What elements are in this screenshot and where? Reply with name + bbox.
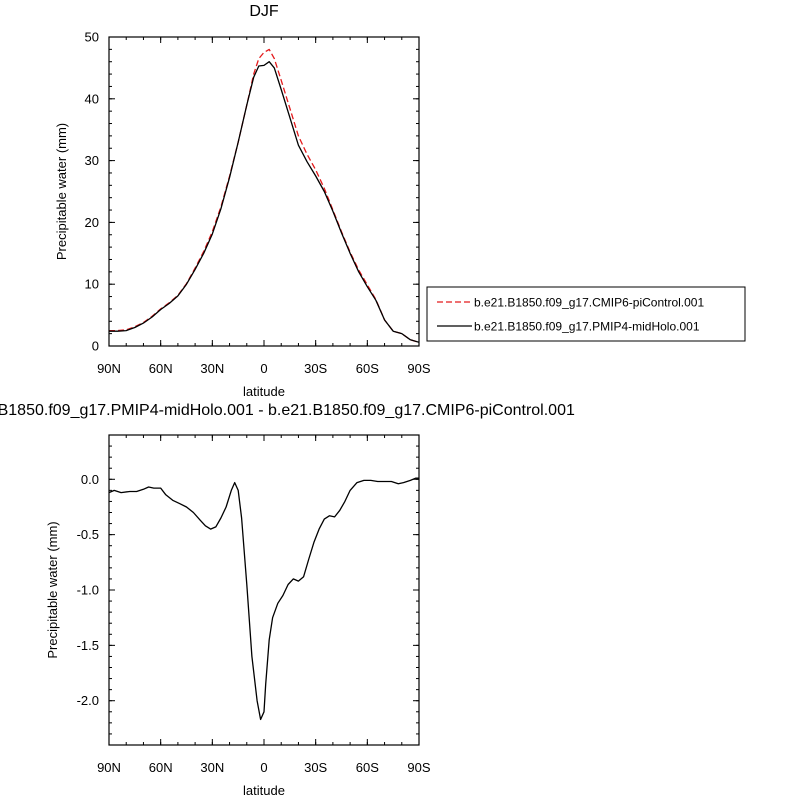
x-tick-label: 30S <box>304 361 327 376</box>
top-chart: 0 10 20 30 40 50 90N 60N 30N 0 30S 60S 90S DJF latitud… <box>54 3 431 399</box>
bottom-chart: 0.0 -0.5 -1.0 -1.5 -2.0 90N 60N 30N 0 30S 60S 90S b.… <box>0 402 575 798</box>
x-tick-label: 0 <box>260 760 267 775</box>
x-tick-label: 90S <box>407 760 430 775</box>
y-tick-label: -1.0 <box>77 583 99 598</box>
plot-frame <box>108 434 420 746</box>
x-tick-label: 60N <box>149 760 173 775</box>
series-group <box>109 477 419 721</box>
x-tick-label: 90S <box>407 361 430 376</box>
x-tick-label: 90N <box>97 361 121 376</box>
x-tick-label: 90N <box>97 760 121 775</box>
plot-frame <box>108 36 420 347</box>
x-tick-label: 60S <box>356 760 379 775</box>
y-tick-label: 0 <box>92 339 99 354</box>
y-tick-label: -0.5 <box>77 527 99 542</box>
x-tick-label: 60N <box>149 361 173 376</box>
x-tick-label: 30N <box>200 760 224 775</box>
x-axis-label: latitude <box>243 783 285 798</box>
legend-entry: b.e21.B1850.f09_g17.CMIP6-piControl.001 <box>474 296 704 310</box>
y-tick-label: 50 <box>85 30 99 45</box>
y-tick-label: 10 <box>85 277 99 292</box>
x-tick-label: 30S <box>304 760 327 775</box>
y-tick-label: -1.5 <box>77 638 99 653</box>
y-tick-label: 0.0 <box>81 472 99 487</box>
series-group <box>109 48 419 343</box>
chart-title: DJF <box>249 3 279 20</box>
y-axis-label: Precipitable water (mm) <box>54 123 69 260</box>
x-tick-label: 60S <box>356 361 379 376</box>
series-line-midholo <box>109 61 419 343</box>
y-tick-label: -2.0 <box>77 693 99 708</box>
legend: b.e21.B1850.f09_g17.CMIP6-piControl.001b… <box>426 286 746 342</box>
y-axis-label: Precipitable water (mm) <box>45 521 60 658</box>
legend-entry: b.e21.B1850.f09_g17.PMIP4-midHolo.001 <box>474 320 700 334</box>
y-tick-label: 30 <box>85 153 99 168</box>
legend-box <box>426 286 746 342</box>
x-axis-label: latitude <box>243 384 285 399</box>
chart-title: b.e21.B1850.f09_g17.PMIP4-midHolo.001 - … <box>0 402 575 419</box>
y-tick-label: 40 <box>85 91 99 106</box>
series-line-picontrol <box>109 48 419 343</box>
series-line-difference <box>109 477 419 721</box>
x-tick-label: 30N <box>200 361 224 376</box>
x-tick-label: 0 <box>260 361 267 376</box>
y-tick-label: 20 <box>85 215 99 230</box>
